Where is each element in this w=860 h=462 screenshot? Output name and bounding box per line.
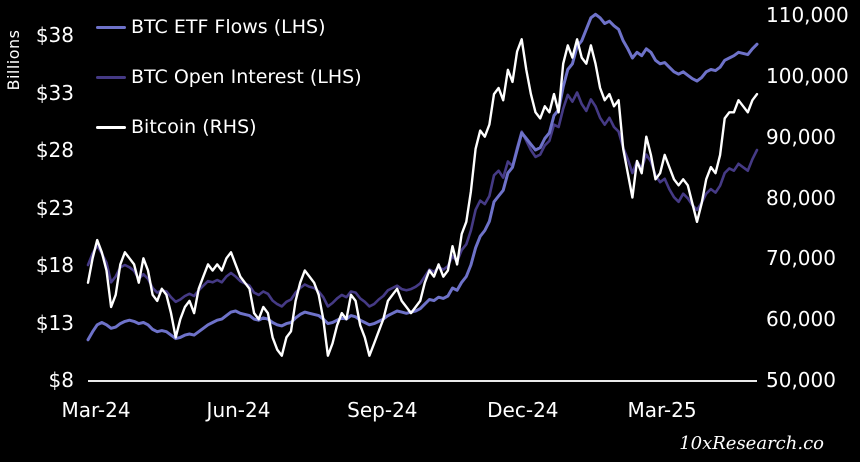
- legend-label-etf-flows: BTC ETF Flows (LHS): [131, 16, 326, 38]
- x-tick-label: Jun-24: [206, 398, 271, 422]
- y-right-tick-label: 80,000: [766, 185, 836, 210]
- y-left-tick-label: $13: [35, 310, 74, 335]
- y-left-tick-label: $28: [35, 138, 74, 162]
- watermark: 10xResearch.co: [679, 433, 824, 454]
- y-right-tick-label: 110,000: [766, 3, 849, 27]
- y-left-tick-label: $38: [35, 23, 74, 47]
- y-right-tick-label: 60,000: [766, 307, 836, 332]
- y-right-tick-label: 90,000: [766, 124, 836, 149]
- y-right-tick-label: 70,000: [766, 246, 836, 271]
- legend-label-open-interest: BTC Open Interest (LHS): [131, 66, 362, 88]
- x-tick-label: Mar-25: [627, 398, 697, 422]
- y-axis-left: $38 $33 $28 $23 $18 $13 $8: [14, 0, 74, 462]
- y-axis-right: 110,000 100,000 90,000 80,000 70,000 60,000 50…: [766, 0, 858, 462]
- legend: BTC ETF Flows (LHS) BTC Open Interest (L…: [96, 12, 362, 142]
- x-tick-label: Sep-24: [347, 398, 418, 422]
- series-line-btc-etf-flows: [86, 12, 759, 342]
- x-axis: Mar-24 Jun-24 Sep-24 Dec-24 Mar-25: [0, 398, 860, 428]
- y-left-tick-label: $18: [35, 253, 74, 277]
- y-left-tick-label: $33: [35, 80, 74, 105]
- open-interest-line-swatch: [96, 75, 126, 79]
- etf-flows-line-swatch: [96, 25, 126, 29]
- x-tick-label: Mar-24: [61, 398, 131, 422]
- y-left-tick-label: $23: [35, 195, 74, 220]
- bitcoin-line-swatch: [96, 125, 126, 129]
- legend-label-bitcoin: Bitcoin (RHS): [131, 116, 257, 138]
- x-tick-label: Dec-24: [487, 398, 559, 422]
- legend-item-bitcoin: Bitcoin (RHS): [96, 112, 362, 142]
- y-right-tick-label: 100,000: [766, 63, 849, 88]
- y-right-tick-label: 50,000: [766, 368, 836, 392]
- legend-item-etf-flows: BTC ETF Flows (LHS): [96, 12, 362, 42]
- y-left-tick-label: $8: [48, 368, 74, 392]
- legend-item-open-interest: BTC Open Interest (LHS): [96, 62, 362, 92]
- series-line-bitcoin: [86, 38, 759, 357]
